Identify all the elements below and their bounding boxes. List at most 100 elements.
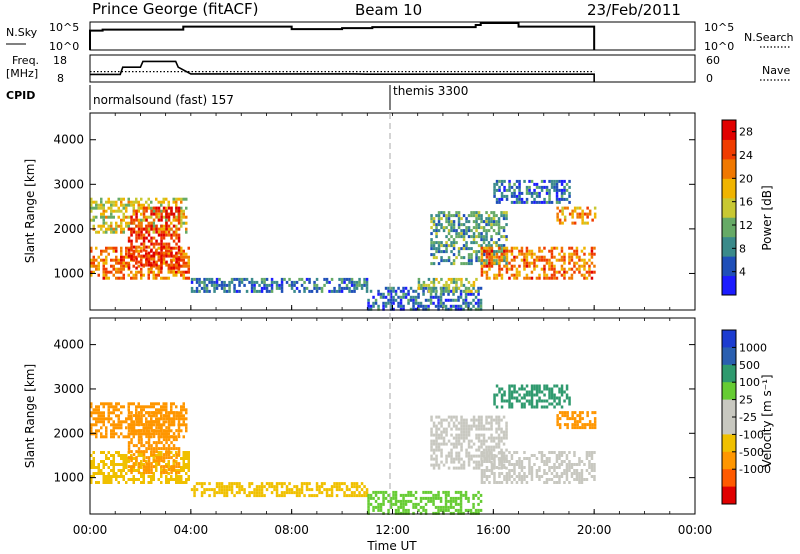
data-cell (432, 439, 436, 443)
data-cell (450, 229, 453, 233)
data-cell (132, 249, 135, 253)
y-tick-label: 2000 (53, 426, 84, 440)
data-cell (333, 289, 336, 293)
data-cell (452, 286, 456, 290)
data-cell (160, 469, 163, 472)
data-cell (155, 209, 158, 213)
data-cell (125, 264, 128, 268)
data-cell (452, 253, 456, 257)
data-cell (465, 277, 468, 281)
data-cell (177, 233, 181, 237)
data-cell (482, 259, 486, 263)
data-cell (475, 427, 478, 431)
data-cell (145, 230, 148, 234)
data-cell (556, 417, 559, 421)
data-cell (472, 466, 476, 470)
data-cell (460, 430, 463, 434)
data-cell (140, 441, 143, 445)
data-cell (488, 460, 491, 463)
data-cell (475, 463, 478, 467)
data-cell (460, 283, 463, 287)
data-cell (588, 460, 591, 463)
data-cell (417, 508, 420, 512)
data-cell (429, 295, 433, 299)
data-cell (150, 444, 153, 448)
data-cell (500, 418, 503, 422)
data-cell (508, 393, 511, 397)
data-cell (185, 270, 188, 274)
data-cell (147, 441, 151, 445)
data-cell (588, 423, 592, 427)
data-cell (590, 475, 594, 478)
data-cell (150, 254, 153, 258)
data-cell (505, 475, 509, 478)
data-cell (485, 232, 488, 236)
data-cell (513, 472, 516, 475)
data-cell (130, 417, 133, 421)
data-cell (95, 466, 98, 469)
power-colorbar-segment (722, 256, 736, 277)
data-cell (523, 252, 526, 256)
data-cell (545, 405, 549, 409)
data-cell (500, 460, 504, 463)
data-cell (560, 188, 564, 192)
data-cell (110, 221, 113, 225)
data-cell (570, 472, 574, 475)
data-cell (429, 292, 433, 296)
data-cell (520, 402, 524, 406)
data-cell (187, 267, 190, 271)
data-cell (445, 460, 448, 464)
data-cell (92, 261, 95, 265)
velocity-colorbar-tick-label: -500 (739, 446, 764, 459)
data-cell (465, 217, 468, 221)
data-cell (140, 270, 143, 274)
data-cell (510, 191, 514, 195)
data-cell (581, 426, 584, 430)
data-cell (435, 229, 438, 233)
data-cell (175, 203, 178, 207)
data-cell (142, 263, 146, 267)
data-cell (350, 482, 354, 486)
data-cell (155, 227, 158, 231)
data-cell (538, 390, 541, 394)
data-cell (407, 508, 410, 512)
data-cell (187, 478, 190, 481)
data-cell (540, 249, 544, 253)
data-cell (563, 276, 566, 280)
data-cell (147, 405, 150, 409)
data-cell (457, 427, 461, 431)
data-cell (95, 200, 98, 204)
data-cell (172, 478, 175, 481)
data-cell (432, 241, 436, 245)
data-cell (445, 427, 448, 431)
data-cell (462, 436, 466, 440)
data-cell (150, 447, 153, 451)
data-cell (535, 384, 539, 388)
data-cell (160, 408, 163, 412)
data-cell (182, 197, 185, 201)
data-cell (452, 247, 456, 251)
data-cell (152, 405, 155, 409)
data-cell (565, 387, 569, 391)
data-cell (115, 463, 118, 466)
data-cell (105, 209, 108, 213)
data-cell (365, 488, 369, 492)
data-cell (389, 286, 393, 290)
data-cell (555, 466, 559, 469)
data-cell (482, 448, 486, 452)
data-cell (157, 209, 161, 213)
data-cell (198, 482, 201, 486)
data-cell (145, 432, 148, 436)
data-cell (100, 227, 103, 231)
data-cell (480, 442, 483, 446)
data-cell (485, 255, 489, 259)
data-cell (230, 277, 234, 281)
data-cell (365, 283, 369, 287)
data-cell (142, 248, 146, 252)
data-cell (345, 286, 349, 290)
data-cell (467, 259, 471, 263)
data-cell (270, 283, 274, 287)
data-cell (127, 402, 130, 406)
data-cell (444, 505, 448, 509)
data-cell (90, 270, 93, 274)
